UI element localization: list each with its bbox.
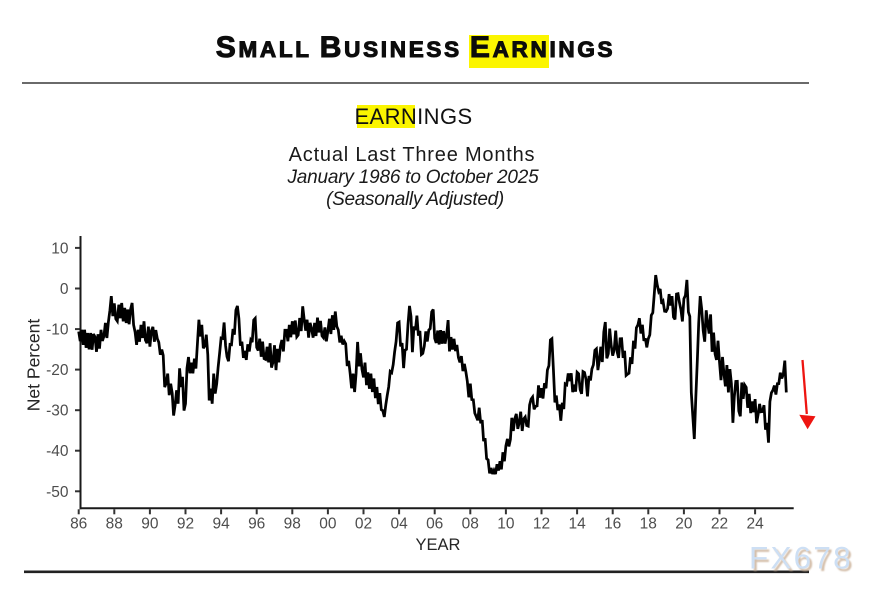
svg-text:96: 96	[248, 516, 265, 533]
svg-text:18: 18	[640, 516, 657, 533]
svg-text:00: 00	[319, 516, 337, 533]
svg-text:0: 0	[60, 281, 69, 298]
svg-text:10: 10	[497, 516, 515, 533]
svg-text:90: 90	[141, 516, 159, 533]
svg-text:20: 20	[675, 516, 693, 533]
svg-text:FX678: FX678	[749, 540, 853, 576]
svg-text:12: 12	[533, 516, 550, 533]
svg-text:-40: -40	[46, 443, 69, 460]
svg-text:02: 02	[355, 516, 372, 533]
svg-text:-10: -10	[46, 322, 69, 339]
svg-text:FX678: FX678	[751, 542, 855, 578]
svg-text:10: 10	[51, 240, 69, 257]
svg-text:24: 24	[746, 516, 764, 533]
svg-text:04: 04	[390, 516, 408, 533]
svg-text:08: 08	[462, 516, 479, 533]
svg-text:98: 98	[284, 516, 301, 533]
svg-text:Net Percent: Net Percent	[24, 319, 44, 412]
svg-text:94: 94	[212, 516, 230, 533]
svg-text:16: 16	[604, 516, 621, 533]
svg-text:06: 06	[426, 516, 443, 533]
svg-text:92: 92	[177, 516, 194, 533]
svg-text:86: 86	[70, 516, 87, 533]
svg-text:-50: -50	[46, 484, 69, 501]
svg-text:-30: -30	[46, 403, 69, 420]
svg-text:88: 88	[106, 516, 123, 533]
svg-text:22: 22	[711, 516, 728, 533]
svg-text:14: 14	[568, 516, 586, 533]
svg-text:YEAR: YEAR	[416, 536, 461, 554]
svg-text:-20: -20	[46, 362, 69, 379]
